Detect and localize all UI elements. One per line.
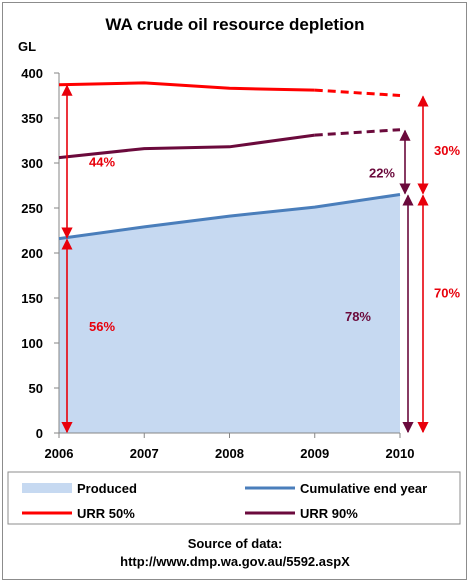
y-tick-label: 50 — [29, 381, 43, 396]
series-line-urr-50- — [58, 81, 315, 92]
legend-label-cumulative-end-year: Cumulative end year — [300, 481, 427, 496]
y-tick-label: 150 — [21, 291, 43, 306]
series-line-urr-90- — [58, 133, 315, 160]
x-tick-label: 2010 — [386, 446, 415, 461]
area-layer — [59, 194, 400, 433]
y-tick-label: 100 — [21, 336, 43, 351]
chart-title: WA crude oil resource depletion — [105, 15, 364, 34]
source-label: Source of data: — [188, 536, 283, 551]
y-tick-label: 350 — [21, 111, 43, 126]
legend-label-urr-90-: URR 90% — [300, 506, 358, 521]
y-tick-label: 400 — [21, 66, 43, 81]
legend-box — [7, 471, 461, 525]
legend-swatch-produced — [22, 483, 72, 493]
x-tick-label: 2009 — [300, 446, 329, 461]
annotation-label: 44% — [89, 155, 115, 170]
legend: Produced Cumulative end year URR 50% URR 90… — [22, 481, 427, 521]
tick-labels: 0 50 100 150 200 250 300 350 400 2006 2007 2008 2009… — [21, 66, 414, 461]
annotation-label: 56% — [89, 319, 115, 334]
series-line-urr-50--projection — [314, 88, 401, 97]
axes-layer — [54, 72, 401, 438]
y-tick-label: 0 — [36, 426, 43, 441]
series-line-cumulative-end-year — [58, 193, 401, 241]
annotation-label: 22% — [369, 165, 395, 180]
lines-layer — [58, 81, 401, 241]
source-url: http://www.dmp.wa.gov.au/5592.aspX — [120, 554, 350, 569]
x-tick-label: 2007 — [130, 446, 159, 461]
x-tick-label: 2008 — [215, 446, 244, 461]
y-tick-label: 250 — [21, 201, 43, 216]
x-tick-label: 2006 — [45, 446, 74, 461]
annotation-label: 78% — [345, 309, 371, 324]
y-tick-label: 200 — [21, 246, 43, 261]
y-axis-unit: GL — [18, 39, 36, 54]
series-area-produced — [59, 194, 400, 433]
annotation-label: 70% — [434, 285, 460, 300]
legend-label-urr-50-: URR 50% — [77, 506, 135, 521]
y-tick-label: 300 — [21, 156, 43, 171]
series-line-urr-90--projection — [314, 128, 401, 137]
annotation-label: 30% — [434, 143, 460, 158]
legend-label-produced: Produced — [77, 481, 137, 496]
annotation-layer: 44% 56% 22% 78% 30% 70% — [61, 84, 460, 434]
